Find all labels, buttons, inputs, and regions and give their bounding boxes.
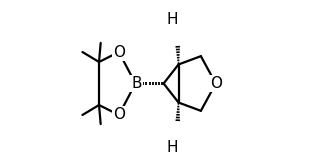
- Text: H: H: [166, 12, 178, 27]
- Text: B: B: [131, 76, 142, 91]
- Text: O: O: [210, 76, 222, 91]
- Text: H: H: [166, 140, 178, 155]
- Text: O: O: [113, 108, 125, 122]
- Text: O: O: [113, 45, 125, 59]
